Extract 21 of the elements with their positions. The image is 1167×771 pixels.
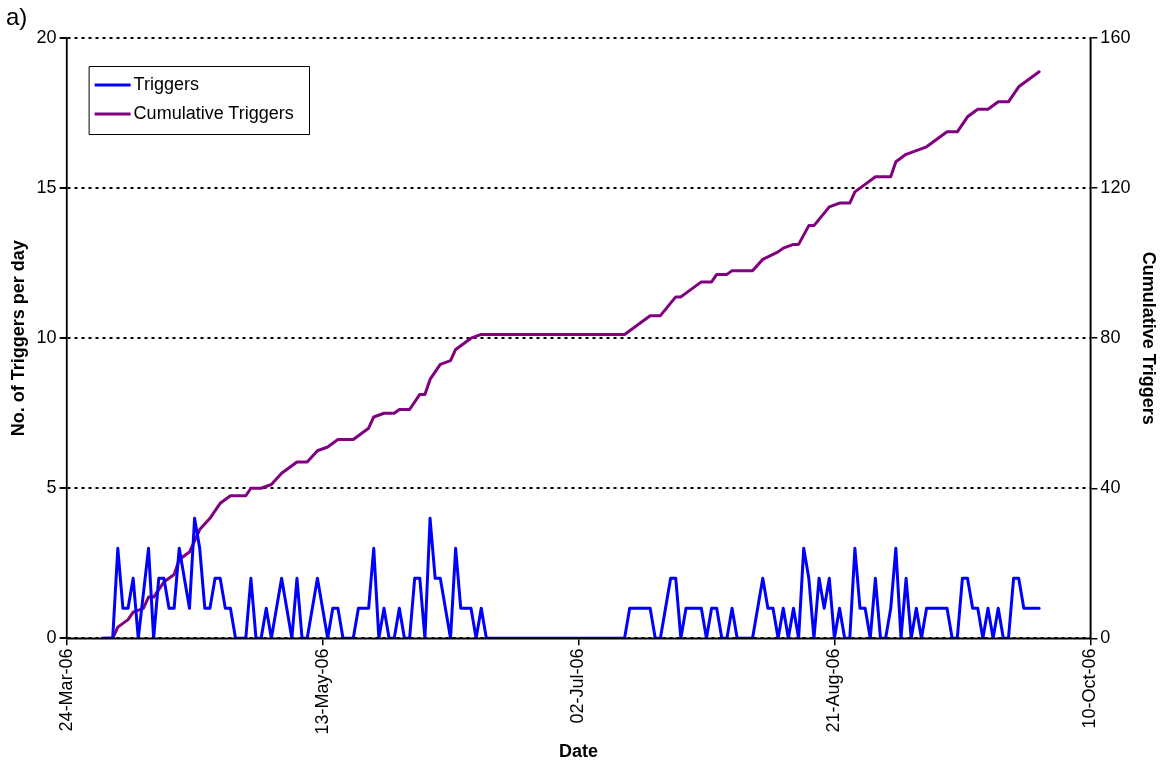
y-tick-label: 20 (36, 26, 57, 47)
y-tick-label: 5 (46, 477, 57, 498)
y-tick-label: 15 (36, 177, 57, 198)
legend-label: Cumulative Triggers (133, 102, 294, 123)
x-axis-title: Date (558, 741, 598, 762)
x-tick-label: 10-Oct-06 (1079, 648, 1100, 729)
y2-tick-label: 80 (1100, 327, 1121, 348)
y2-tick-label: 0 (1100, 627, 1111, 648)
y2-axis-title: Cumulative Triggers (1139, 251, 1160, 425)
x-tick-label: 02-Jul-06 (567, 648, 588, 724)
x-tick-label: 24-Mar-06 (55, 648, 76, 732)
text: a) (6, 2, 28, 30)
y-axis-title: No. of Triggers per day (7, 240, 28, 437)
y-tick-label: 10 (36, 327, 57, 348)
x-tick-label: 21-Aug-06 (823, 648, 844, 733)
y2-tick-label: 120 (1100, 177, 1131, 198)
y2-tick-label: 160 (1100, 26, 1131, 47)
legend-label: Triggers (133, 73, 199, 94)
x-tick-label: 13-May-06 (311, 648, 332, 735)
y-tick-label: 0 (46, 627, 57, 648)
y2-tick-label: 40 (1100, 477, 1121, 498)
